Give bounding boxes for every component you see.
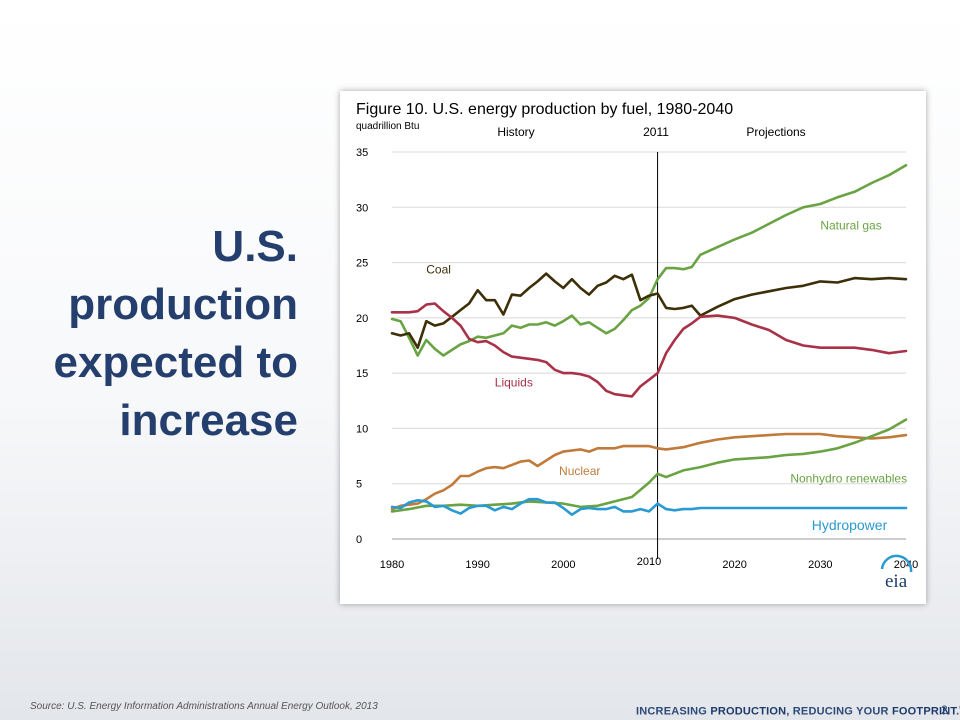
tagline-part: FOOTPRINT [891, 705, 957, 718]
tagline-part: , REDUCING YOUR [786, 705, 892, 718]
series-label: Nonhydro renewables [790, 472, 907, 486]
eia-logo: eia [880, 554, 913, 592]
history-label: History [497, 125, 534, 139]
y-tick-label: 35 [356, 147, 368, 159]
tagline-part: PRODUCTION [710, 705, 787, 718]
projections-label: Projections [746, 125, 805, 139]
series-label: Hydropower [812, 517, 888, 533]
series-line-nonhydro-renewables [390, 418, 908, 513]
footer-tagline: INCREASING PRODUCTION, REDUCING YOUR FOO… [636, 705, 960, 718]
chart-title: Figure 10. U.S. energy production by fue… [356, 101, 733, 118]
title-line: U.S. [212, 222, 298, 271]
tagline-part: INCREASING [636, 705, 711, 718]
series-line-nuclear [390, 432, 908, 511]
x-tick-label: 1980 [380, 559, 404, 571]
x-tick-label: 1990 [465, 559, 489, 571]
series-label: Liquids [495, 375, 533, 389]
title-line: production [68, 280, 298, 329]
slide-title: U.S. production expected to increase [0, 218, 298, 450]
figure-card: Figure 10. U.S. energy production by fue… [340, 91, 926, 604]
series-line-coal [390, 272, 908, 350]
y-tick-label: 30 [356, 202, 368, 214]
series-label: Coal [426, 263, 451, 277]
series-label: Natural gas [820, 218, 881, 232]
energy-production-chart: Figure 10. U.S. energy production by fue… [356, 101, 918, 592]
series-line-natural-gas [390, 164, 908, 357]
x-tick-label: 2010 [637, 556, 661, 568]
tagline-part: . [956, 705, 960, 718]
x-tick-label: 2000 [551, 559, 575, 571]
divider-year-label: 2011 [643, 125, 669, 139]
title-line: increase [119, 396, 298, 445]
series-line-hydropower [390, 497, 908, 517]
y-tick-label: 20 [356, 313, 368, 325]
y-axis-unit: quadrillion Btu [356, 121, 419, 132]
y-tick-label: 0 [356, 534, 362, 546]
series-label: Nuclear [559, 464, 600, 478]
x-tick-label: 2020 [722, 559, 746, 571]
y-tick-label: 5 [356, 479, 362, 491]
y-tick-label: 10 [356, 423, 368, 435]
page-number: 2 [941, 703, 948, 717]
series-line-liquids [390, 302, 908, 398]
x-tick-label: 2030 [808, 559, 832, 571]
source-note: Source: U.S. Energy Information Administ… [30, 701, 378, 712]
title-line: expected to [53, 338, 298, 387]
eia-logo-text: eia [885, 571, 908, 592]
y-tick-label: 15 [356, 368, 368, 380]
y-tick-label: 25 [356, 258, 368, 270]
